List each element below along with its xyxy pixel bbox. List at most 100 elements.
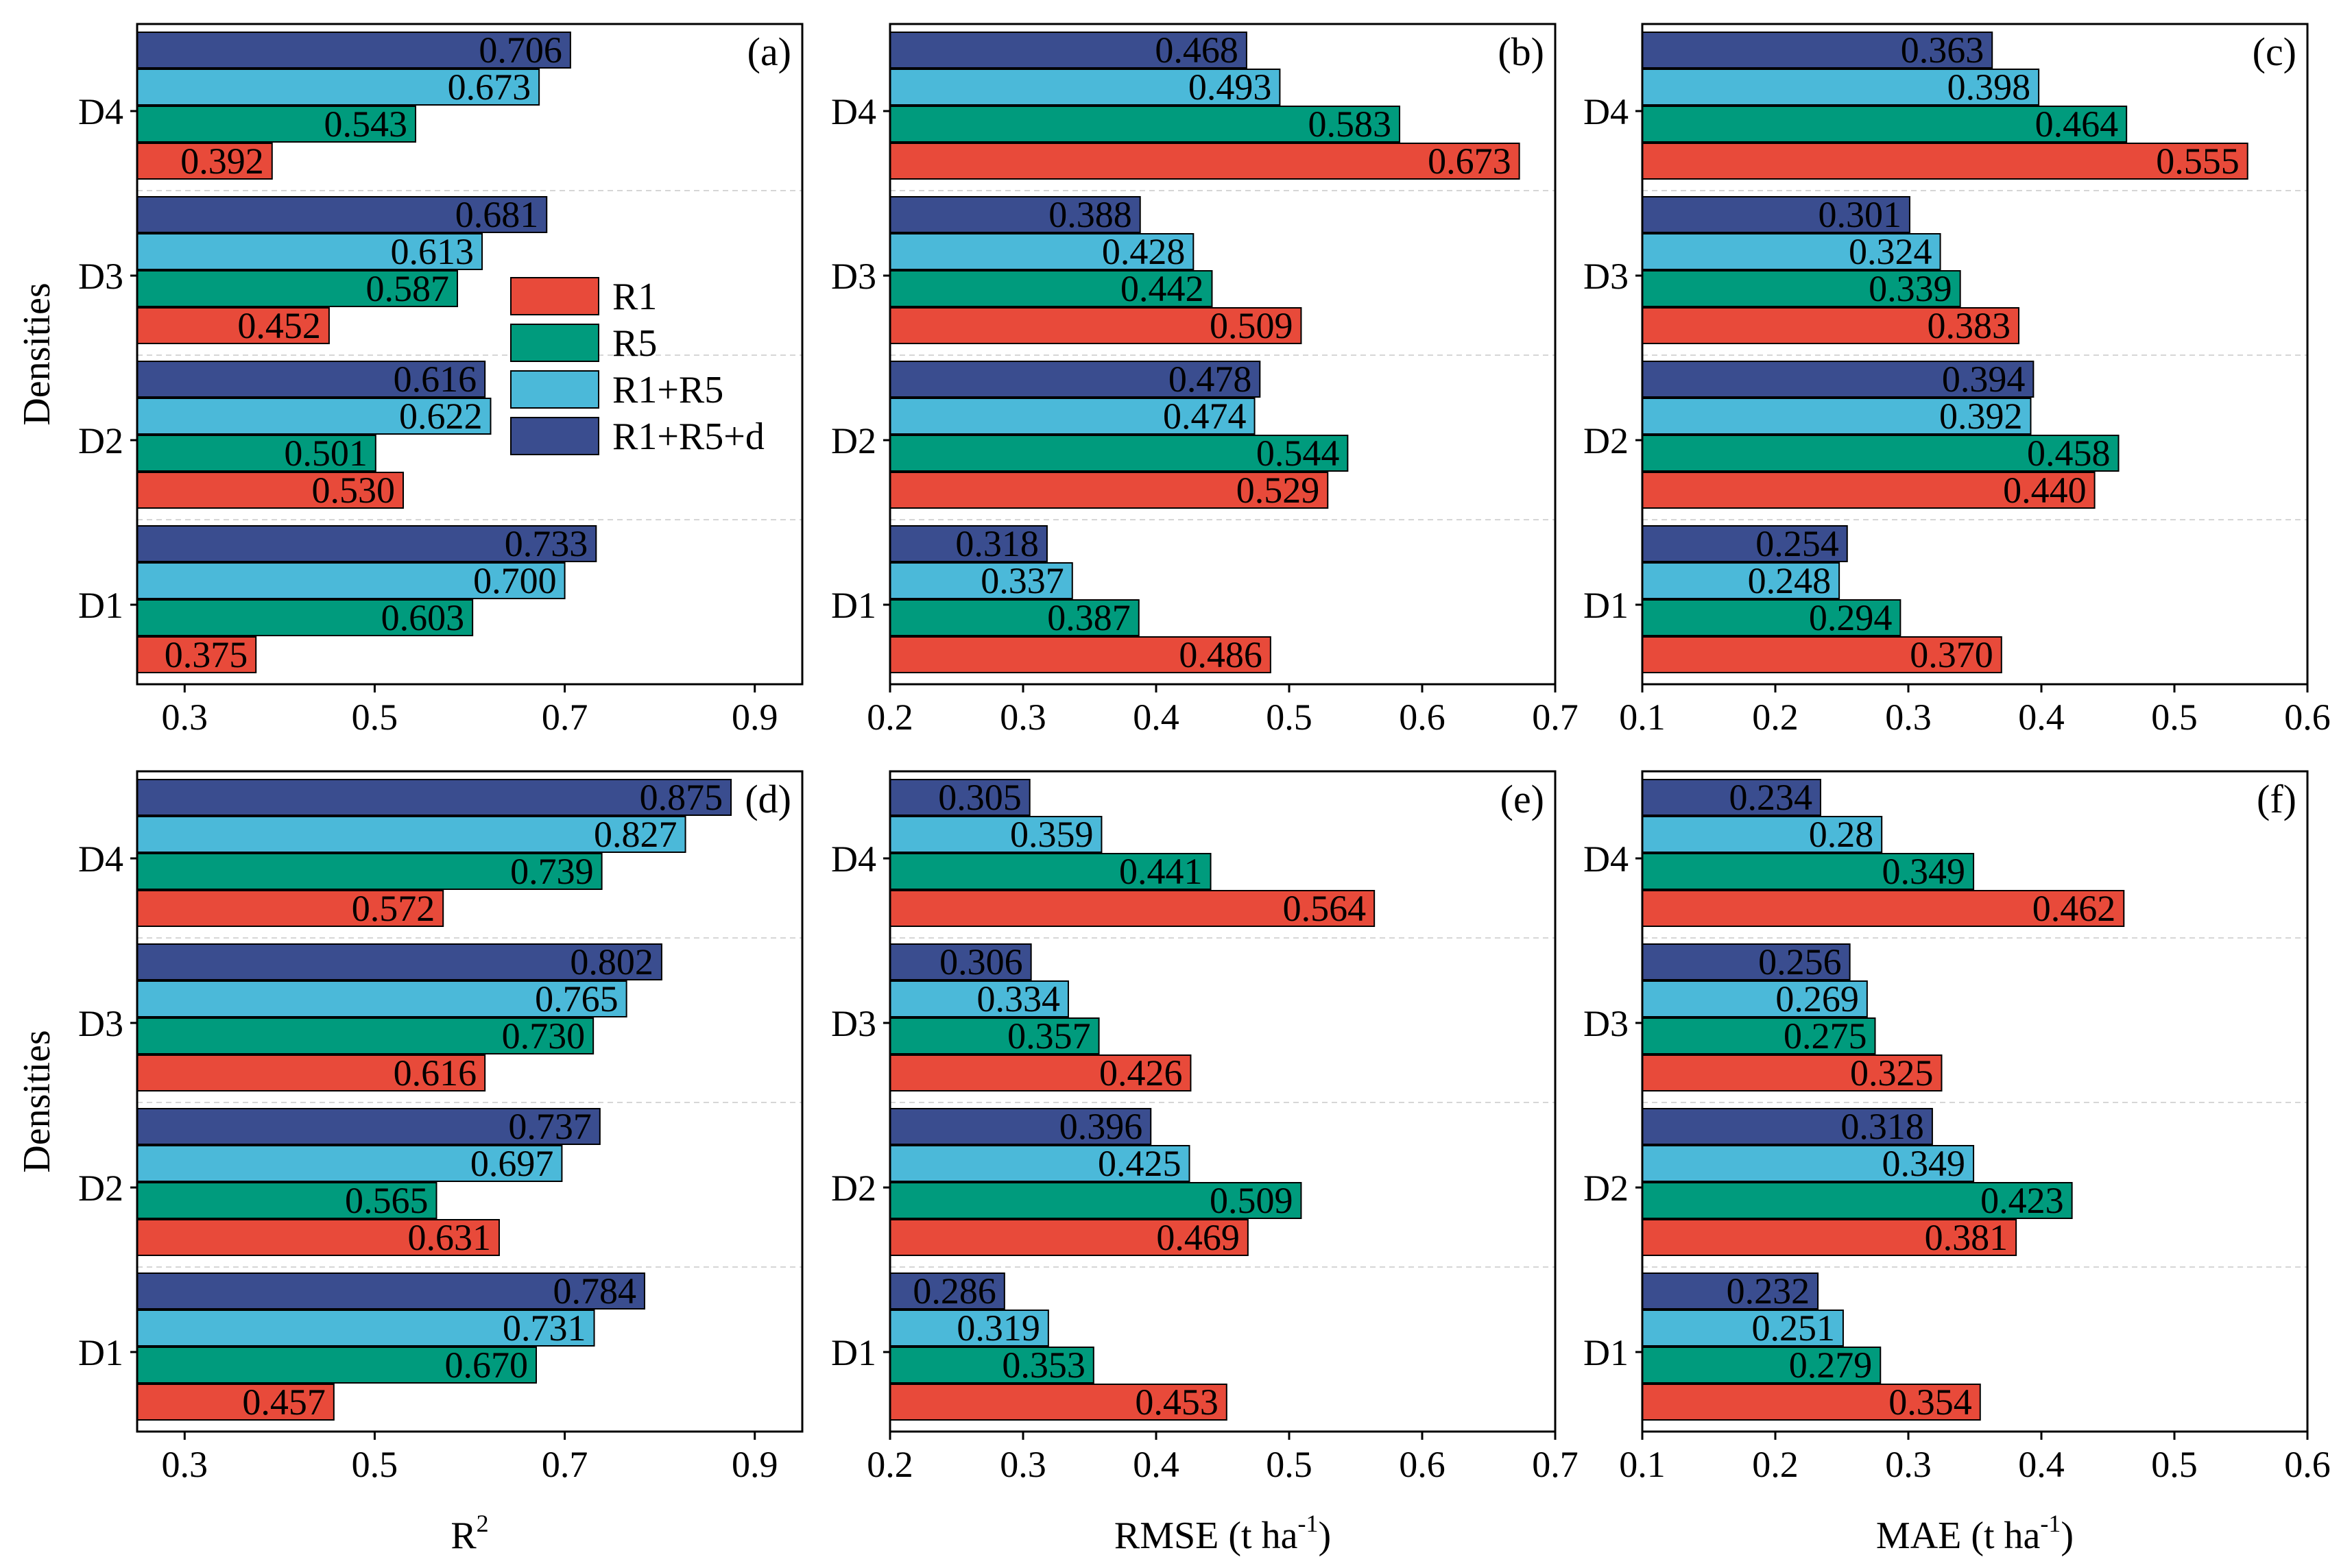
- x-tick-label: 0.1: [1619, 697, 1666, 738]
- bar-value-label: 0.254: [1755, 523, 1839, 564]
- y-tick-label: D3: [78, 1003, 123, 1044]
- bar-value-label: 0.359: [1010, 814, 1094, 855]
- bar-value-label: 0.286: [913, 1270, 996, 1312]
- bar: [136, 196, 548, 233]
- x-tick-label: 0.5: [352, 697, 398, 738]
- bar-value-label: 0.572: [352, 888, 435, 929]
- bar: [1642, 1017, 1876, 1054]
- bar-value-label: 0.440: [2003, 470, 2087, 511]
- x-tick-label: 0.5: [352, 1444, 398, 1485]
- bar-value-label: 0.251: [1751, 1307, 1835, 1349]
- bar-value-label: 0.603: [381, 597, 465, 638]
- bar-value-label: 0.543: [324, 104, 408, 145]
- bar: [1642, 472, 2096, 509]
- bar: [889, 361, 1261, 398]
- bar: [889, 890, 1376, 927]
- y-tick-label: D4: [78, 839, 123, 880]
- bar-value-label: 0.248: [1748, 560, 1832, 601]
- bar-value-label: 0.375: [165, 634, 248, 675]
- bar: [889, 435, 1349, 472]
- bar-value-label: 0.423: [1980, 1180, 2064, 1221]
- x-tick-label: 0.4: [2018, 1444, 2065, 1485]
- bar-value-label: 0.28: [1809, 814, 1874, 855]
- bar-value-label: 0.464: [2035, 104, 2119, 145]
- y-tick-label: D2: [78, 420, 123, 461]
- bar: [136, 1219, 500, 1256]
- bar: [889, 1273, 1005, 1310]
- x-tick-label: 0.4: [1133, 697, 1179, 738]
- bar: [889, 143, 1520, 180]
- bar-value-label: 0.509: [1210, 1180, 1293, 1221]
- bar-value-label: 0.349: [1882, 1143, 1966, 1184]
- x-tick-label: 0.6: [1399, 1444, 1445, 1485]
- bar-value-label: 0.305: [938, 777, 1022, 818]
- bar-value-label: 0.442: [1120, 268, 1204, 309]
- bar: [136, 1273, 645, 1310]
- bar: [136, 779, 732, 816]
- bar-value-label: 0.875: [640, 777, 723, 818]
- panel-e: 0.4530.3530.3190.286D10.4690.5090.4250.3…: [831, 770, 1579, 1557]
- bar: [136, 562, 566, 599]
- panel-label: (a): [747, 29, 791, 74]
- plot-frame: [889, 770, 1557, 1433]
- bar-value-label: 0.452: [237, 305, 321, 346]
- bar: [889, 1310, 1049, 1347]
- bar-value-label: 0.673: [1428, 141, 1511, 182]
- bar-value-label: 0.428: [1102, 231, 1186, 272]
- bar: [889, 816, 1103, 853]
- y-tick-label: D1: [831, 1332, 876, 1373]
- bar-value-label: 0.616: [394, 1052, 477, 1094]
- bar-value-label: 0.493: [1188, 67, 1272, 108]
- panel-b: 0.4860.3870.3370.318D10.5290.5440.4740.4…: [831, 23, 1579, 738]
- bar: [889, 525, 1048, 562]
- bar-value-label: 0.234: [1729, 777, 1812, 818]
- y-tick-label: D3: [831, 1003, 876, 1044]
- bar: [136, 1347, 537, 1384]
- panel-c: 0.3700.2940.2480.254D10.4400.4580.3920.3…: [1583, 23, 2331, 738]
- x-tick-label: 0.5: [2151, 1444, 2198, 1485]
- bar: [889, 32, 1247, 69]
- x-tick-label: 0.2: [867, 697, 913, 738]
- legend-label: R1+R5+d: [612, 415, 765, 458]
- bar-value-label: 0.398: [1947, 67, 2031, 108]
- bar: [136, 1182, 437, 1219]
- legend-swatch: [510, 324, 599, 362]
- y-tick-label: D3: [78, 256, 123, 297]
- y-tick-label: D1: [1583, 1332, 1629, 1373]
- bar-value-label: 0.334: [976, 978, 1060, 1020]
- bar-value-label: 0.486: [1179, 634, 1262, 675]
- bar-value-label: 0.396: [1059, 1106, 1143, 1147]
- bar: [889, 779, 1031, 816]
- panel-label: (b): [1498, 29, 1544, 74]
- x-tick-label: 0.2: [1752, 697, 1799, 738]
- bar-value-label: 0.392: [1939, 396, 2023, 437]
- y-tick-label: D4: [831, 839, 876, 880]
- bar: [1642, 525, 1848, 562]
- bar-value-label: 0.339: [1869, 268, 1952, 309]
- panel-label: (d): [745, 777, 791, 821]
- legend-swatch: [510, 277, 599, 315]
- plot-frame: [1641, 23, 2309, 686]
- bar: [136, 32, 571, 69]
- y-tick-label: D1: [831, 585, 876, 626]
- bar: [1642, 69, 2040, 106]
- bar-value-label: 0.697: [470, 1143, 554, 1184]
- bar: [136, 1054, 486, 1091]
- x-tick-label: 0.4: [2018, 697, 2065, 738]
- bar-value-label: 0.670: [445, 1344, 529, 1386]
- bar: [136, 1384, 335, 1421]
- bar: [1642, 853, 1975, 890]
- bar-value-label: 0.426: [1099, 1052, 1183, 1094]
- bar: [136, 1108, 601, 1145]
- bar-value-label: 0.318: [1840, 1106, 1924, 1147]
- x-tick-label: 0.7: [1532, 1444, 1579, 1485]
- bar-value-label: 0.555: [2156, 141, 2240, 182]
- bar-value-label: 0.301: [1818, 194, 1901, 235]
- bar: [889, 233, 1195, 270]
- bar-value-label: 0.337: [981, 560, 1064, 601]
- bar: [889, 398, 1256, 435]
- x-tick-label: 0.5: [2151, 697, 2198, 738]
- bar: [136, 270, 458, 307]
